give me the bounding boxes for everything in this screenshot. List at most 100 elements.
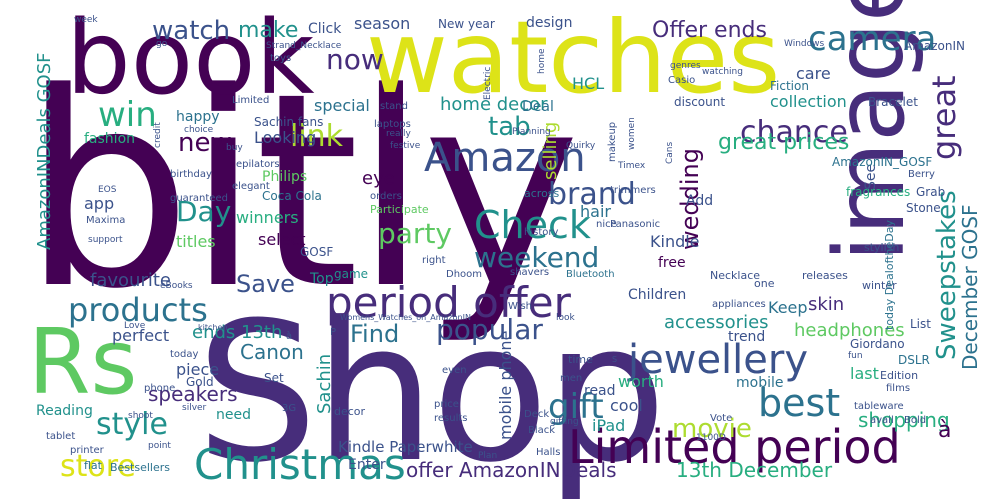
word-toys: toys	[270, 53, 292, 64]
word-deck: Deck	[524, 409, 550, 420]
word-offer-ends: Offer ends	[652, 18, 767, 43]
word-planning: Planning	[512, 127, 551, 137]
word-watching: watching	[702, 67, 743, 77]
word-canon: Canon	[240, 340, 304, 364]
word-keep: Keep	[768, 298, 808, 317]
word-sachin: Sachin	[314, 353, 335, 414]
word-vote: Vote	[710, 413, 733, 424]
word-even: even	[442, 365, 467, 376]
word-children: Children	[628, 287, 687, 303]
word-ebooks: eBooks	[160, 281, 193, 291]
word-dslr: DSLR	[898, 353, 930, 367]
word-win: win	[98, 95, 157, 135]
word-tablet: tablet	[46, 431, 76, 442]
word-love: Love	[124, 321, 146, 331]
word-women: women	[627, 117, 637, 150]
word-set: Set	[264, 371, 284, 385]
word-bold: Bold	[904, 415, 927, 426]
word-home-decor: home decor	[440, 94, 548, 115]
word-chance: chance	[740, 115, 848, 150]
word-flat: flat	[84, 459, 102, 472]
word-plan: Plan	[478, 451, 498, 461]
word-great: great	[925, 75, 963, 160]
word-black: Black	[528, 425, 556, 436]
word-reading: Reading	[36, 403, 93, 419]
word-amazonin: AmazonIN	[904, 39, 966, 53]
word-camera: camera	[808, 19, 937, 59]
word-choice: choice	[184, 125, 214, 135]
word-eos: EOS	[98, 185, 117, 195]
word-edition: Edition	[880, 369, 919, 382]
word-credit: credit	[153, 122, 163, 148]
word-guaranteed: guaranteed	[170, 193, 228, 204]
word-electric: Electric	[483, 66, 493, 100]
word-printer: printer	[70, 445, 104, 456]
word-bitly: bitly	[22, 36, 581, 348]
word-click: Click	[308, 21, 342, 37]
word-piece: piece	[176, 360, 220, 379]
word-special: special	[314, 96, 370, 115]
word-halls: Halls	[536, 447, 561, 458]
word-today: today	[170, 349, 199, 360]
word-womens-watches: Womens_Watches_on_AmazonIN	[340, 313, 471, 322]
word-december-gosf: December GOSF	[958, 204, 982, 370]
word-mobile: mobile	[736, 375, 784, 391]
word-one: one	[754, 277, 775, 290]
word-eye: eye	[362, 168, 395, 189]
word-great-prices: great prices	[718, 130, 850, 155]
word-panasonic: Panasonic	[610, 219, 661, 230]
word-app: app	[84, 194, 115, 213]
word-store: store	[60, 449, 136, 484]
word-timex: Timex	[618, 161, 646, 171]
word-genres: genres	[670, 61, 701, 71]
word-week: week	[74, 15, 98, 25]
word-across: across	[524, 187, 560, 200]
word-day: Day	[176, 195, 232, 228]
word-favourite: favourite	[90, 270, 171, 291]
word-participate: Participate	[370, 203, 429, 216]
word-select: select	[258, 230, 306, 249]
word-watch: watch	[152, 16, 231, 46]
word-casio: Casio	[668, 75, 696, 86]
word-windows: Windows	[784, 39, 825, 49]
word-read: read	[584, 383, 616, 399]
word-berry: Berry	[908, 169, 935, 180]
word-trimmers: trimmers	[610, 185, 656, 196]
word-birthday: birthday	[170, 169, 212, 180]
word-speakers: speakers	[148, 382, 238, 406]
word-shop: Shop	[196, 282, 667, 500]
word-appliances: appliances	[712, 299, 766, 310]
word-1100d: 1100D	[696, 433, 726, 443]
word-discount: discount	[674, 95, 726, 109]
word-add: Add	[686, 193, 714, 209]
word-shoot: shoot	[128, 411, 153, 421]
word-amazonindeals-gosf: AmazonINDeals GOSF	[34, 52, 55, 250]
word-ends-13th: ends 13th	[192, 322, 283, 343]
word-new-year: New year	[438, 17, 495, 31]
word-gosf: GOSF	[300, 245, 334, 259]
word-philips: Philips	[262, 169, 308, 185]
word-amazon: Amazon	[424, 135, 586, 181]
word-limited-period: Limited period	[568, 420, 901, 474]
word-sweepstakes: Sweepstakes	[932, 190, 962, 360]
word-products: products	[68, 291, 208, 329]
word-avail: avail	[870, 415, 894, 426]
word-limited: Limited	[232, 95, 270, 106]
word-list: List	[910, 317, 931, 331]
word-season: season	[354, 14, 411, 33]
word-elegant: elegant	[232, 181, 270, 192]
word-results: results	[434, 413, 468, 424]
word-orders: orders	[370, 191, 402, 202]
word-stand: stand	[380, 101, 408, 112]
word-dhoom: Dhoom	[446, 269, 483, 280]
word-last: last	[850, 364, 879, 383]
word-gifting: gifting	[550, 417, 579, 427]
word-price: price	[434, 399, 459, 410]
word-support: support	[88, 235, 123, 245]
word-strand-necklace: Strand_Necklace	[266, 41, 342, 51]
word-link: link	[290, 119, 344, 154]
word-winter: winter	[862, 279, 897, 292]
word-trend: trend	[728, 329, 766, 345]
word-free: free	[658, 255, 686, 271]
word-look: look	[556, 313, 575, 323]
